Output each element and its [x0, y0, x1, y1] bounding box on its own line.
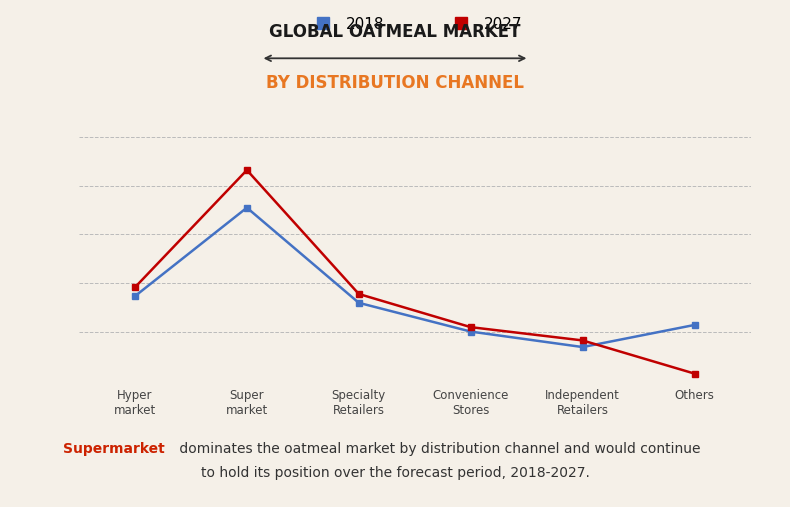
- Legend: 2018, 2027: 2018, 2027: [302, 11, 528, 38]
- Text: Supermarket: Supermarket: [63, 442, 165, 456]
- Text: dominates the oatmeal market by distribution channel and would continue: dominates the oatmeal market by distribu…: [175, 442, 701, 456]
- Text: BY DISTRIBUTION CHANNEL: BY DISTRIBUTION CHANNEL: [266, 74, 524, 92]
- Text: to hold its position over the forecast period, 2018-2027.: to hold its position over the forecast p…: [201, 465, 589, 480]
- Text: GLOBAL OATMEAL MARKET: GLOBAL OATMEAL MARKET: [269, 23, 521, 41]
